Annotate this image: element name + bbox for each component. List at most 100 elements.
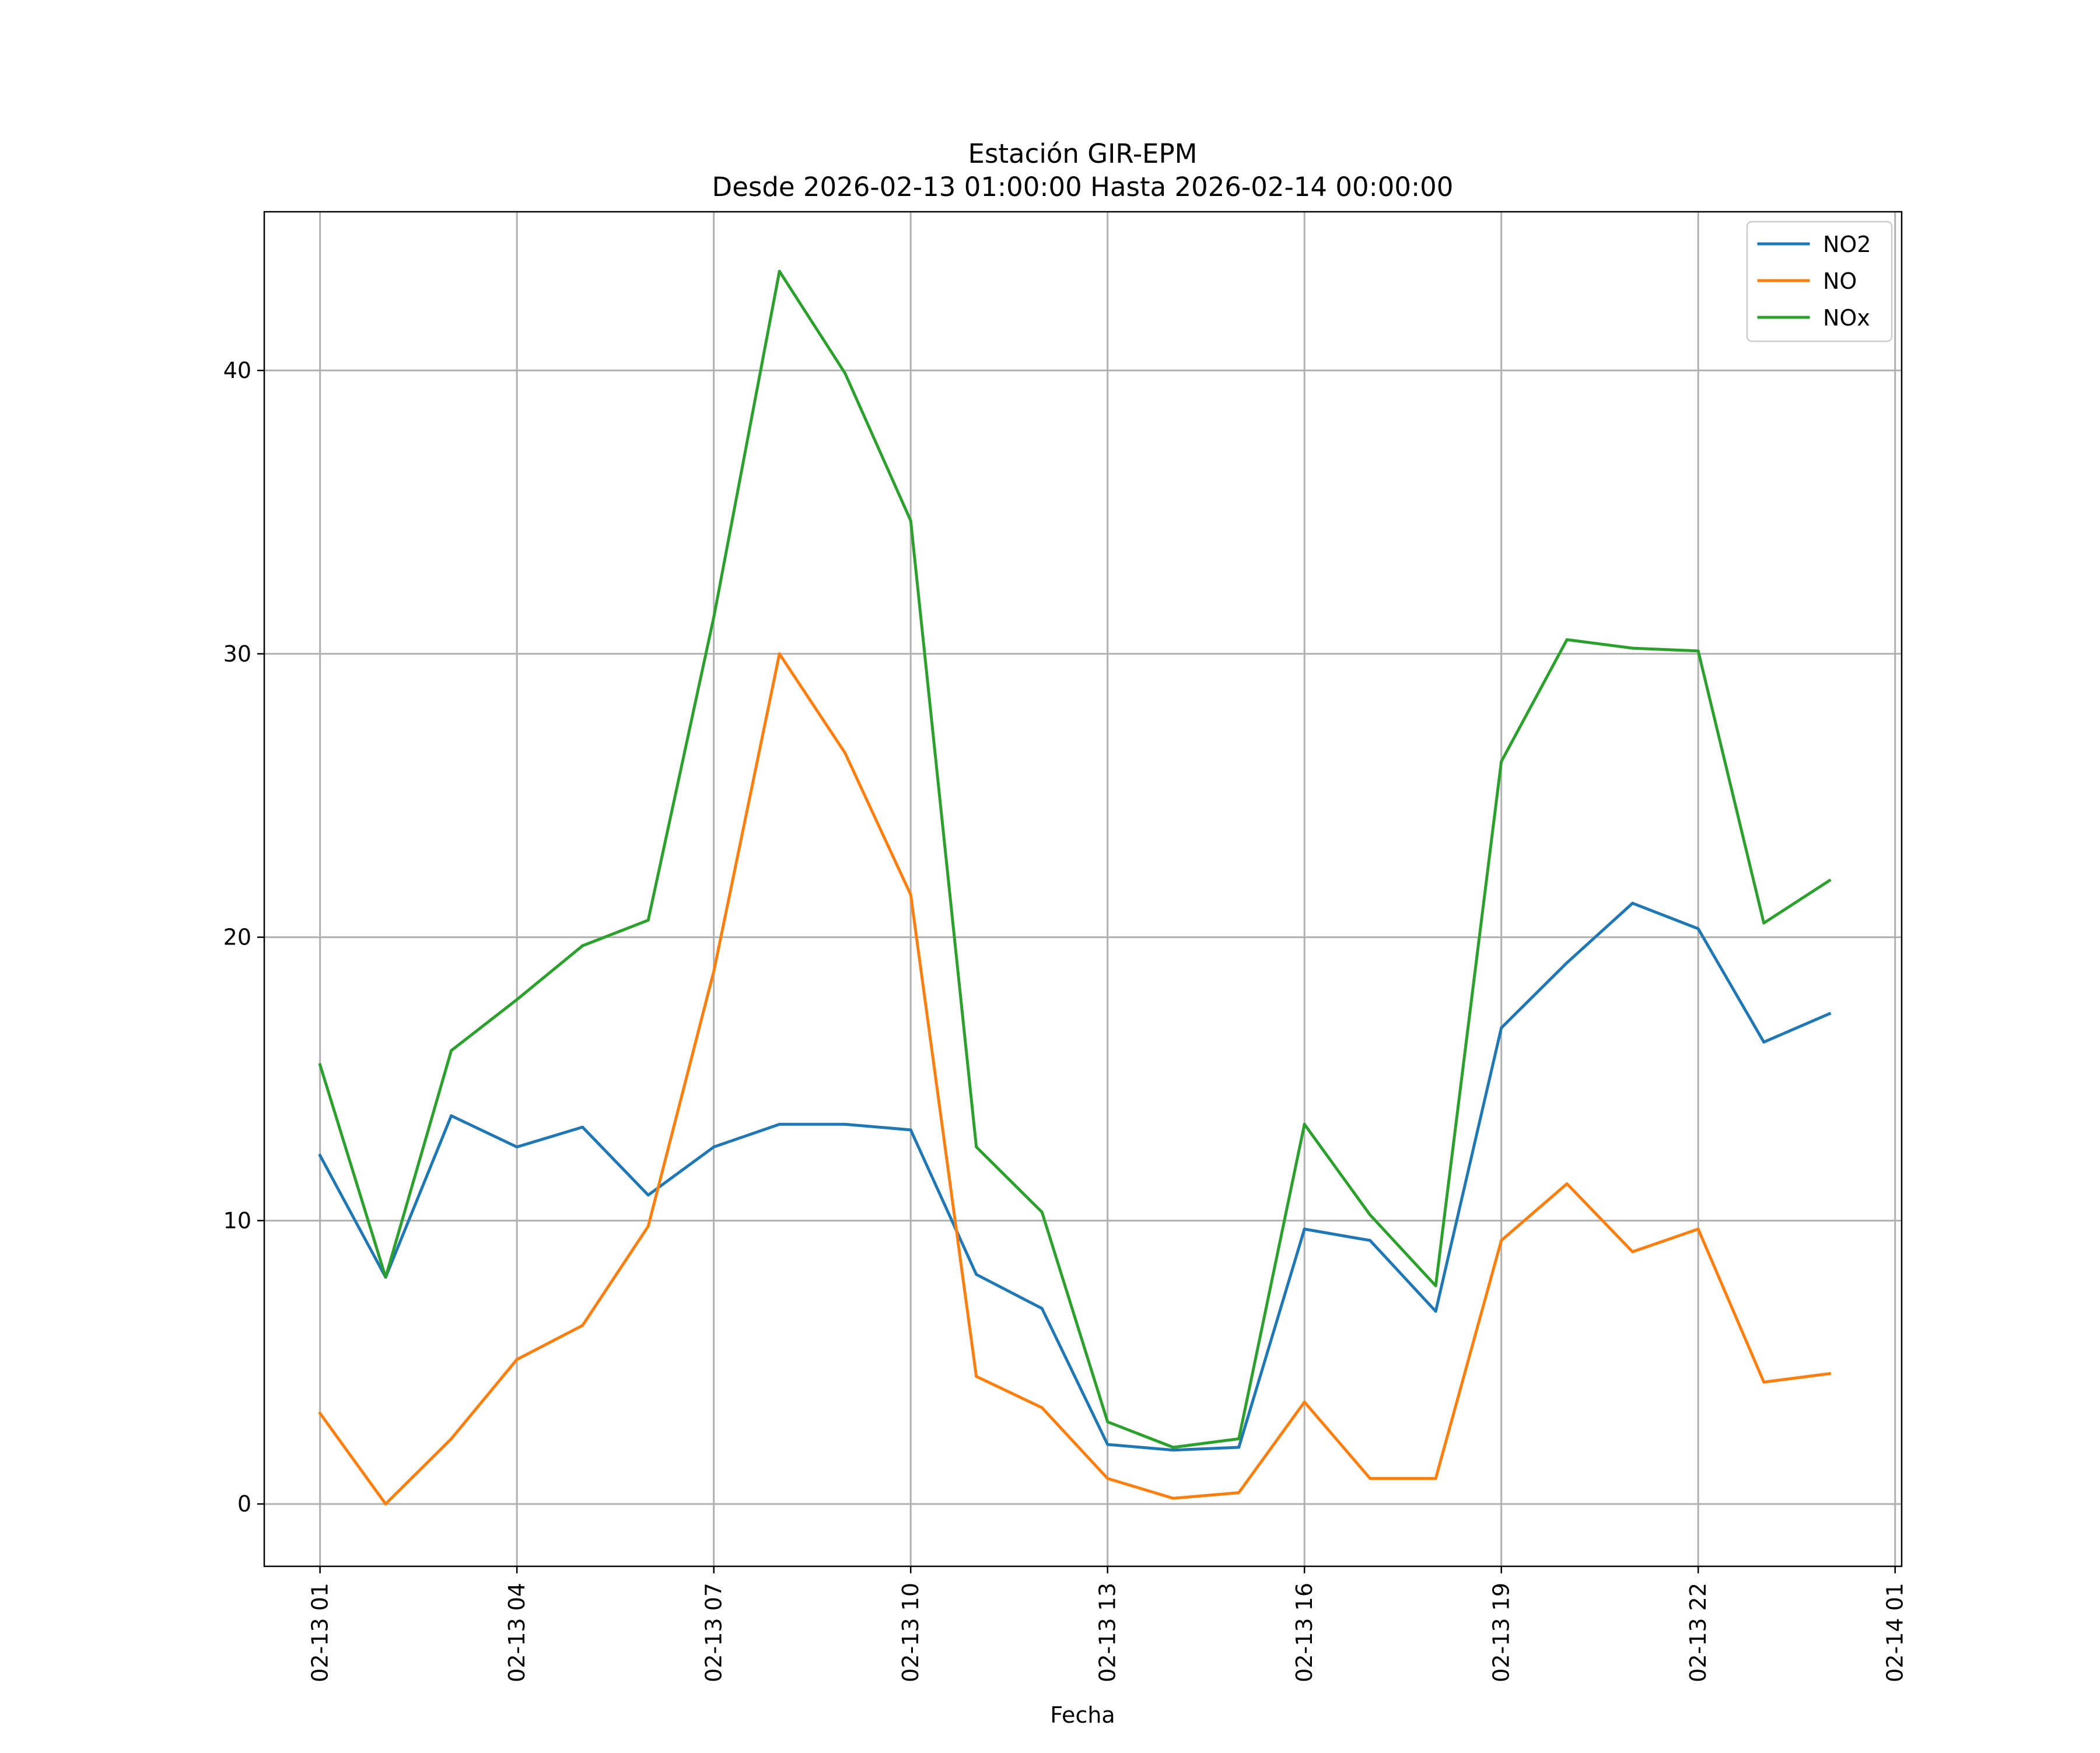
data-point-nox — [1171, 1446, 1175, 1449]
data-point-no — [1762, 1380, 1766, 1384]
data-point-no — [384, 1502, 387, 1506]
data-point-no2 — [909, 1128, 912, 1132]
legend-label-no: NO — [1823, 268, 1857, 294]
data-point-nox — [1828, 879, 1831, 882]
data-point-nox — [975, 1145, 978, 1149]
legend: NO2 NO NOx — [1746, 221, 1893, 342]
data-point-nox — [1106, 1420, 1110, 1423]
data-point-no — [1171, 1496, 1175, 1500]
data-point-nox — [712, 615, 716, 619]
data-point-nox — [1368, 1213, 1372, 1217]
x-tick-label: 02-13 04 — [504, 1583, 530, 1682]
legend-frame — [1746, 221, 1893, 342]
data-point-no2 — [844, 1122, 847, 1126]
x-tick-label: 02-13 19 — [1489, 1583, 1514, 1682]
data-point-nox — [581, 944, 584, 947]
series-line-nox — [318, 270, 1832, 1449]
y-tick-label: 10 — [223, 1208, 251, 1233]
data-point-no2 — [975, 1273, 978, 1276]
data-point-nox — [1040, 1210, 1044, 1214]
data-point-no — [1434, 1476, 1437, 1480]
data-point-no2 — [1237, 1446, 1241, 1449]
data-point-nox — [450, 1049, 453, 1052]
data-point-no2 — [318, 1154, 322, 1157]
data-point-nox — [1500, 760, 1503, 763]
data-point-no2 — [450, 1114, 453, 1118]
data-point-nox — [1434, 1284, 1437, 1287]
data-point-no2 — [1762, 1040, 1766, 1044]
data-point-no — [1106, 1476, 1110, 1480]
x-tick-label: 02-14 01 — [1882, 1583, 1908, 1682]
data-point-no2 — [1500, 1026, 1503, 1030]
data-point-no — [909, 893, 912, 897]
data-point-nox — [1631, 646, 1634, 650]
data-point-no — [581, 1324, 584, 1327]
data-point-no2 — [1303, 1227, 1306, 1231]
data-point-no — [1500, 1238, 1503, 1242]
chart-title: Estación GIR-EPM — [968, 138, 1198, 169]
data-point-no — [646, 1224, 650, 1228]
data-point-no2 — [1368, 1238, 1372, 1242]
series-line-no — [318, 652, 1831, 1506]
data-point-no2 — [1171, 1448, 1175, 1452]
data-point-nox — [778, 270, 781, 273]
data-point-no — [1040, 1406, 1044, 1409]
data-point-no — [975, 1375, 978, 1378]
data-point-no — [318, 1412, 322, 1415]
data-point-nox — [1762, 921, 1766, 925]
data-point-nox — [1696, 649, 1700, 653]
data-point-no2 — [1565, 961, 1569, 964]
series-lines — [318, 270, 1832, 1506]
data-point-no2 — [515, 1145, 519, 1149]
data-point-no2 — [778, 1122, 781, 1126]
x-tick-label: 02-13 22 — [1685, 1583, 1711, 1682]
chart-subtitle: Desde 2026-02-13 01:00:00 Hasta 2026-02-… — [712, 172, 1454, 202]
y-tick-label: 20 — [223, 925, 251, 950]
data-point-no — [515, 1357, 519, 1361]
x-tick-label: 02-13 10 — [898, 1583, 923, 1682]
grid — [264, 212, 1902, 1566]
data-point-no2 — [1631, 901, 1634, 905]
data-point-nox — [1303, 1122, 1306, 1126]
data-point-no — [1237, 1491, 1241, 1495]
x-tick-label: 02-13 07 — [701, 1583, 727, 1682]
data-point-nox — [515, 998, 519, 1001]
data-point-no — [778, 652, 781, 656]
data-point-nox — [844, 372, 847, 375]
data-point-nox — [318, 1063, 322, 1066]
data-point-no — [1631, 1250, 1634, 1254]
data-point-no2 — [1828, 1012, 1831, 1016]
x-tick-label: 02-13 16 — [1292, 1583, 1317, 1682]
data-point-no2 — [1696, 927, 1700, 930]
series-line-no2 — [318, 901, 1832, 1452]
x-tick-label: 02-13 01 — [307, 1583, 333, 1682]
data-point-no2 — [1434, 1310, 1437, 1313]
data-point-no — [1565, 1182, 1569, 1185]
data-point-no — [712, 970, 716, 973]
data-point-no2 — [1040, 1307, 1044, 1310]
legend-label-no2: NO2 — [1823, 232, 1871, 257]
data-point-no — [450, 1437, 453, 1440]
data-point-no2 — [1106, 1443, 1110, 1446]
axes-frame — [263, 211, 1903, 1567]
data-point-nox — [909, 519, 912, 522]
legend-label-nox: NOx — [1823, 305, 1870, 331]
data-point-nox — [1565, 638, 1569, 641]
y-tick-label: 0 — [237, 1491, 251, 1517]
data-point-nox — [1237, 1437, 1241, 1440]
data-point-no — [1368, 1476, 1372, 1480]
data-point-nox — [384, 1276, 387, 1279]
data-point-no — [844, 751, 847, 755]
data-point-no — [1828, 1372, 1831, 1376]
data-point-no — [1303, 1400, 1306, 1404]
data-point-no2 — [581, 1125, 584, 1129]
y-tick-label: 40 — [223, 358, 251, 383]
y-tick-label: 30 — [223, 641, 251, 667]
data-point-no2 — [712, 1145, 716, 1149]
data-point-no — [1696, 1227, 1700, 1231]
data-point-no2 — [646, 1194, 650, 1197]
x-axis-label: Fecha — [1050, 1702, 1115, 1728]
data-point-nox — [646, 918, 650, 922]
